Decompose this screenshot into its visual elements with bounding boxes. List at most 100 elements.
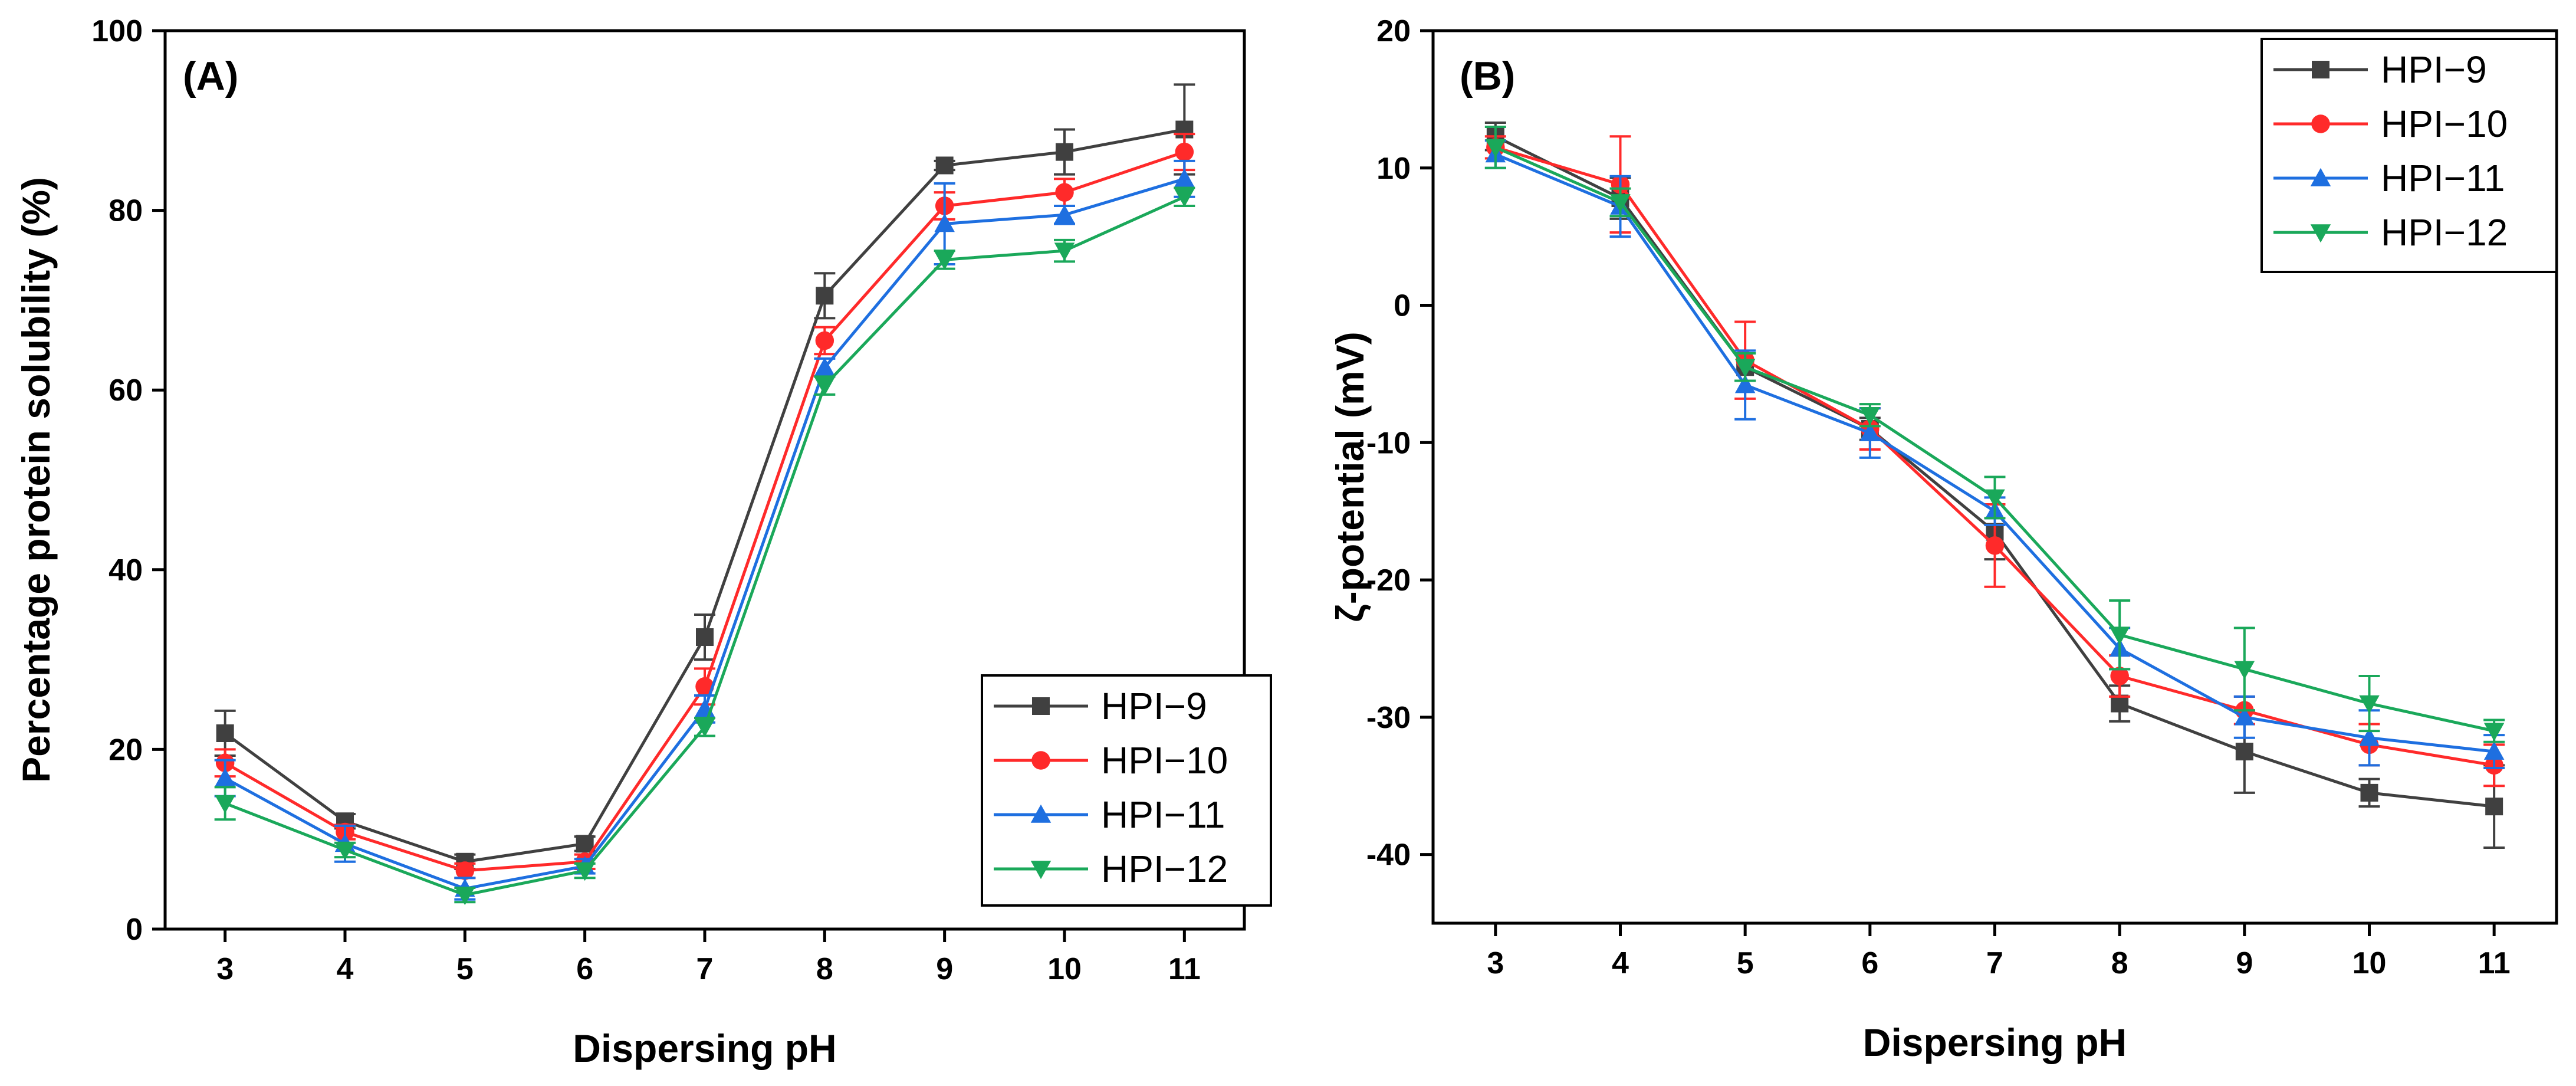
panel-b-legend-marker	[2310, 168, 2331, 186]
panel-a-y-tick-label: 40	[109, 553, 143, 588]
panel-b-legend-marker	[2312, 61, 2329, 78]
panel-b-data-point	[1859, 406, 1881, 426]
panel-a-chart: 3 4 5 6 7 8 9 10 11 0 20 40 60 80 100 Dispersing pH Perc…	[14, 14, 1272, 1070]
panel-b-data-point	[2359, 695, 2380, 714]
panel-a-data-point	[576, 835, 594, 853]
panel-b-data-point	[2483, 723, 2505, 742]
panel-b-x-tick-label: 10	[2352, 946, 2387, 980]
panel-b-data-point	[1859, 422, 1881, 441]
panel-b-x-axis-title: Dispersing pH	[1863, 1021, 2127, 1064]
panel-b-x-tick-label: 7	[1986, 946, 2003, 980]
panel-b-y-tick-label: -30	[1366, 701, 1411, 735]
panel-a-data-point	[694, 718, 715, 737]
panel-a-legend-marker	[1030, 861, 1052, 880]
panel-b-y-axis-title: ζ-potential (mV)	[1328, 332, 1372, 622]
panel-b-data-point	[2110, 667, 2129, 685]
panel-b-legend-label: HPI−11	[2381, 157, 2505, 199]
panel-a-legend-label: HPI−10	[1101, 739, 1228, 782]
panel-a-data-point	[574, 862, 595, 881]
panel-b-data-point	[2485, 798, 2503, 816]
panel-b-data-point	[2359, 727, 2380, 746]
panel-a-data-point	[455, 861, 475, 880]
panel-a-y-axis-title: Percentage protein solubility (%)	[14, 177, 58, 783]
panel-b-data-point	[1984, 489, 2005, 508]
panel-b-label: (B)	[1460, 54, 1515, 99]
panel-b-legend-label: HPI−9	[2381, 48, 2487, 91]
panel-b-y-tick-label: -10	[1366, 426, 1411, 460]
panel-a-data-point	[695, 677, 714, 696]
panel-a-data-point	[934, 251, 955, 270]
panel-b-x-tick-label: 8	[2111, 946, 2128, 980]
panel-a-data-point	[814, 377, 835, 396]
panel-a-x-tick-label: 9	[936, 952, 953, 986]
panel-a-y-tick-label: 80	[109, 194, 143, 228]
panel-a-data-point	[1054, 204, 1075, 224]
panel-a-y-tick-label: 100	[91, 14, 143, 48]
panel-a-x-tick-label: 6	[576, 952, 593, 986]
panel-a-legend-box	[981, 674, 1272, 907]
panel-a-x-axis-title: Dispersing pH	[573, 1026, 836, 1070]
panel-b-x-tick-label: 11	[2478, 946, 2511, 980]
panel-a-y-tick-label: 0	[126, 913, 143, 947]
panel-a-x-tick-label: 11	[1168, 952, 1201, 986]
panel-a-data-point	[334, 842, 356, 861]
panel-a-legend-marker	[1031, 751, 1050, 770]
panel-a-x-tick-label: 7	[696, 952, 714, 986]
panel-b-data-point	[1734, 375, 1756, 393]
panel-a-data-point	[455, 887, 475, 905]
panel-b-y-tick-label: 0	[1394, 289, 1411, 323]
panel-b-x-tick-label: 5	[1737, 946, 1754, 980]
panel-b-legend-marker	[2311, 114, 2330, 133]
panel-a-data-point	[1174, 169, 1195, 188]
panel-a-x-tick-label: 8	[816, 952, 833, 986]
panel-a-data-point	[935, 156, 954, 175]
panel-a-data-point	[1056, 143, 1073, 161]
panel-b-x-tick-label: 9	[2236, 946, 2253, 980]
panel-b-legend-label: HPI−12	[2381, 211, 2508, 254]
panel-b-y-tick-label: 20	[1376, 14, 1411, 48]
panel-a-data-point	[934, 214, 955, 232]
panel-b-data-point	[2360, 783, 2378, 802]
panel-b-series-3	[1484, 125, 2505, 743]
panel-b-data-point	[2483, 741, 2505, 760]
panel-b-legend: HPI−9 HPI−10 HPI−11 HPI−12	[2260, 38, 2558, 273]
panel-b-data-point	[1610, 194, 1631, 213]
panel-a-data-point	[215, 767, 235, 786]
panel-a-label: (A)	[183, 54, 238, 99]
panel-a-data-point	[814, 357, 835, 376]
panel-a-y-tick-label: 60	[109, 373, 143, 408]
panel-b-x-tick-label: 6	[1861, 946, 1878, 980]
panel-a-data-point	[815, 331, 834, 350]
panel-b-data-point	[1985, 536, 2005, 555]
panel-a-data-point	[696, 628, 714, 647]
panel-b-y-tick-label: -40	[1366, 838, 1411, 872]
panel-a-legend-marker	[1032, 697, 1050, 715]
panel-b-data-point	[2109, 626, 2130, 645]
panel-a-data-point	[215, 795, 235, 814]
panel-a-legend-label: HPI−12	[1101, 848, 1228, 890]
panel-a-legend-marker	[1030, 804, 1052, 823]
panel-a-x-tick-label: 5	[456, 952, 474, 986]
panel-b-data-point	[2235, 743, 2253, 761]
panel-b-y-tick-label: 10	[1376, 152, 1411, 186]
panel-a-data-point	[216, 724, 234, 742]
panel-a-data-point	[1175, 142, 1194, 162]
panel-a-legend-label: HPI−9	[1101, 685, 1207, 727]
panel-a-data-point	[1055, 183, 1074, 202]
panel-b-data-point	[1734, 359, 1756, 378]
panel-b-x-tick-label: 4	[1612, 946, 1629, 980]
panel-a-data-point	[1054, 242, 1075, 261]
panel-a-x-tick-label: 4	[337, 952, 354, 986]
panel-a-x-tick-label: 10	[1047, 952, 1082, 986]
panel-a-data-point	[1174, 188, 1195, 208]
panel-a-legend-label: HPI−11	[1101, 793, 1225, 836]
panel-b-data-point	[2234, 661, 2255, 680]
panel-a-legend: HPI−9 HPI−10 HPI−11 HPI−12	[981, 674, 1272, 907]
panel-b-y-tick-label: -20	[1366, 563, 1411, 598]
panel-b-x-tick-label: 3	[1487, 946, 1504, 980]
panel-a-data-point	[816, 287, 834, 305]
panel-b-chart: 3 4 5 6 7 8 9 10 11 -40 -30 -20 -10 0 10 20 Dispersing p…	[1328, 14, 2558, 1064]
panel-a-y-tick-label: 20	[109, 733, 143, 767]
panel-b-data-point	[1485, 139, 1506, 158]
